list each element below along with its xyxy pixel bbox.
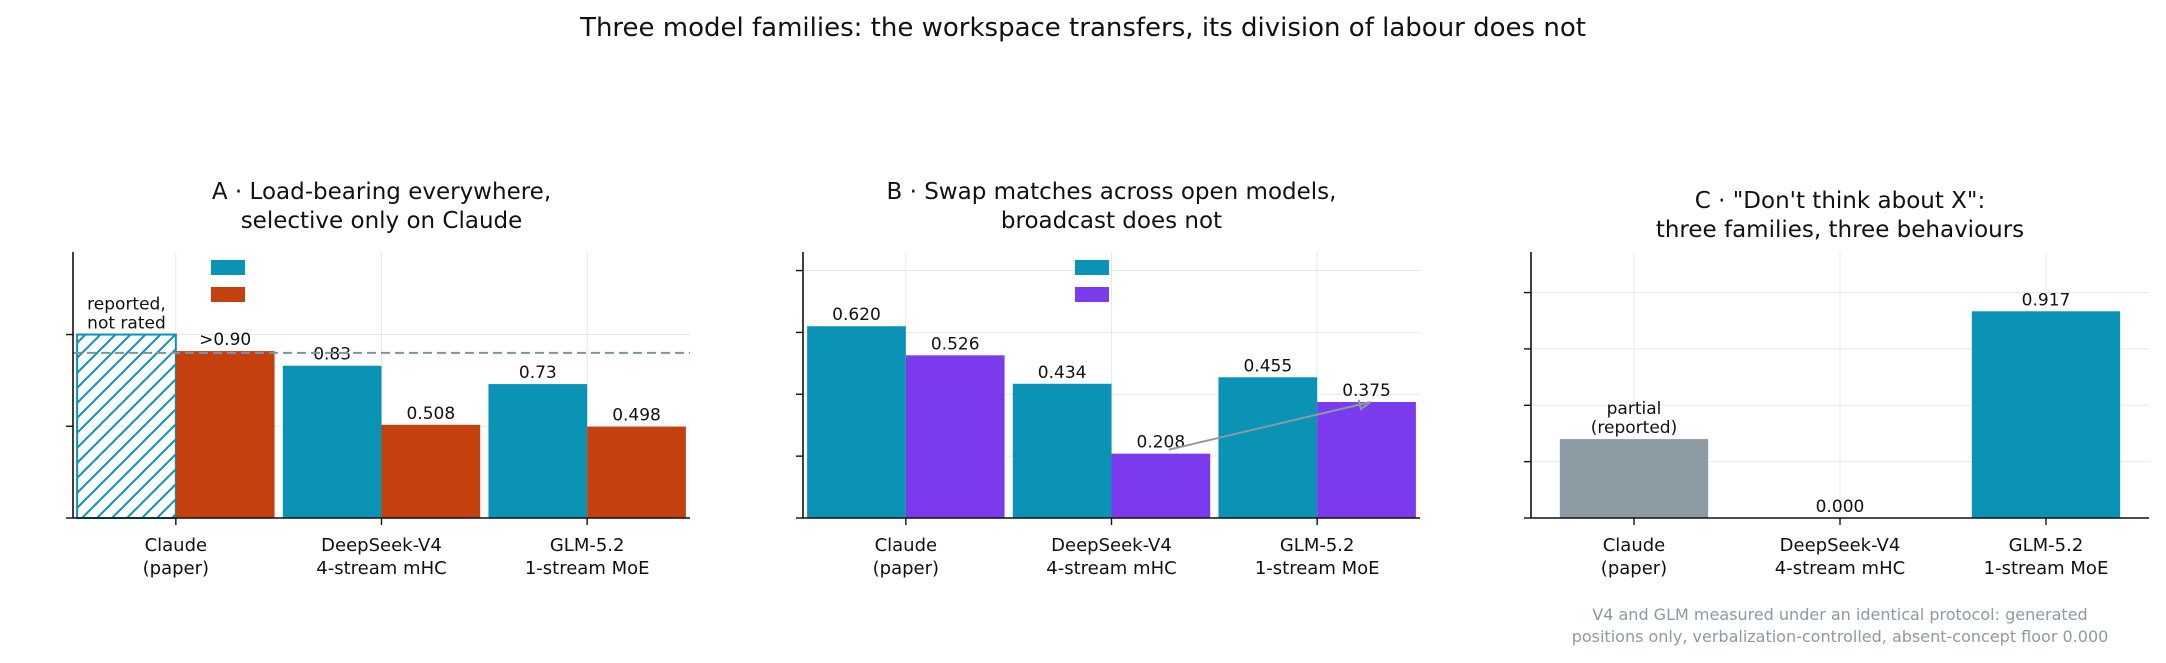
legend-swatch <box>1075 260 1109 275</box>
annotation-arrowhead <box>1357 399 1372 411</box>
bar-series1-0 <box>807 326 906 518</box>
x-tick-label: GLM-5.2 1-stream MoE <box>1255 535 1380 579</box>
bar-value-label: 0.508 <box>407 404 456 424</box>
bar-2 <box>1971 311 2121 518</box>
chart-panel-b: B · Swap matches across open models, broa… <box>796 179 1420 579</box>
bar-value-label: 0.000 <box>1816 497 1865 517</box>
x-tick-label: DeepSeek-V4 4-stream mHC <box>1775 535 1905 579</box>
footnote: V4 and GLM measured under an identical p… <box>1572 605 2109 646</box>
bar-0 <box>1559 439 1709 518</box>
bar-value-label: 0.526 <box>931 334 980 354</box>
bar-value-label: 0.498 <box>612 406 661 426</box>
bar-value-label: 0.620 <box>832 305 881 325</box>
bar-value-label: >0.90 <box>199 330 251 350</box>
legend-swatch <box>1075 287 1109 302</box>
bar-series1-1 <box>1012 383 1112 518</box>
bar-series2-1 <box>381 424 481 518</box>
bar-value-label: 0.455 <box>1243 356 1292 376</box>
figure-suptitle: Three model families: the workspace tran… <box>579 13 1586 43</box>
chart-panel-c: C · "Don't think about X": three families… <box>1524 188 2149 646</box>
chart-panel-a: A · Load-bearing everywhere, selective on… <box>66 179 690 579</box>
x-tick-label: Claude (paper) <box>1601 535 1667 579</box>
bar-series2-0 <box>175 351 275 518</box>
panels-container: A · Load-bearing everywhere, selective on… <box>66 179 2149 646</box>
panel-title: C · "Don't think about X": three families… <box>1656 188 2024 243</box>
bar-value-label: 0.375 <box>1342 381 1391 401</box>
panel-title: A · Load-bearing everywhere, selective on… <box>212 179 551 234</box>
bar-value-label: reported, not rated <box>87 295 166 334</box>
bar-value-label: partial (reported) <box>1591 399 1677 438</box>
bar-value-label: 0.917 <box>2022 290 2071 310</box>
legend-swatch <box>211 260 245 275</box>
bar-series1-1 <box>282 365 382 518</box>
x-tick-label: DeepSeek-V4 4-stream mHC <box>316 535 446 579</box>
bar-value-label: 0.83 <box>313 345 351 365</box>
bar-value-label: 0.208 <box>1137 433 1186 453</box>
legend-swatch <box>211 287 245 302</box>
bar-series1-2 <box>1218 377 1318 518</box>
bar-series1-2 <box>488 384 588 518</box>
annotation-arrow <box>1168 401 1371 451</box>
panel-title: B · Swap matches across open models, broa… <box>887 179 1337 234</box>
x-tick-label: DeepSeek-V4 4-stream mHC <box>1046 535 1176 579</box>
bar-series2-2 <box>587 426 686 518</box>
x-tick-label: GLM-5.2 1-stream MoE <box>525 535 650 579</box>
bar-value-label: 0.73 <box>519 363 557 383</box>
bar-series1-0 <box>76 333 177 519</box>
bar-series2-1 <box>1111 453 1211 518</box>
bar-value-label: 0.434 <box>1038 363 1087 383</box>
x-tick-label: Claude (paper) <box>143 535 209 579</box>
bar-series2-2 <box>1317 402 1416 518</box>
x-tick-label: Claude (paper) <box>873 535 939 579</box>
bar-series2-0 <box>905 355 1005 518</box>
x-tick-label: GLM-5.2 1-stream MoE <box>1984 535 2109 579</box>
